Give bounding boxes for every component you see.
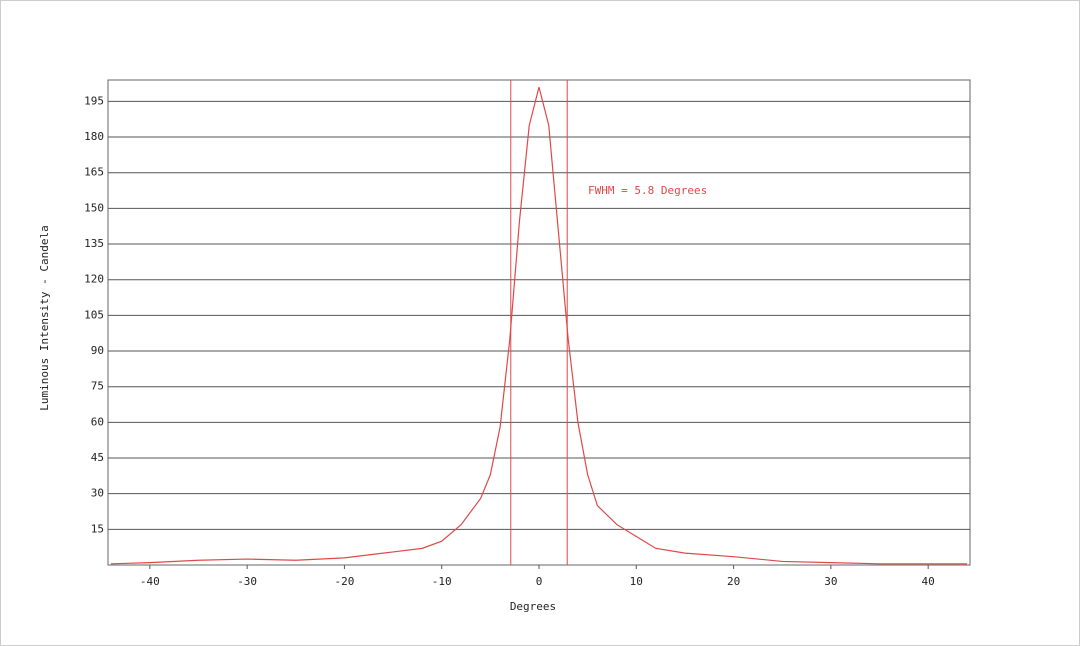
- x-tick-label: 20: [727, 575, 740, 588]
- x-axis-label: Degrees: [510, 600, 556, 613]
- y-tick-label: 105: [84, 308, 104, 321]
- y-tick-label: 75: [91, 380, 104, 393]
- y-tick-label: 195: [84, 94, 104, 107]
- x-tick-label: -30: [237, 575, 257, 588]
- y-tick-label: 120: [84, 273, 104, 286]
- y-tick-label: 90: [91, 344, 104, 357]
- annotation: FWHM = 5.8 Degrees: [588, 184, 707, 197]
- plot-border: [107, 79, 971, 566]
- y-tick-label: 15: [91, 522, 104, 535]
- y-tick-label: 165: [84, 166, 104, 179]
- x-tick-label: -40: [140, 575, 160, 588]
- data-line: [110, 86, 968, 565]
- y-axis-label: Luminous Intensity - Candela: [38, 225, 51, 410]
- y-tick-label: 45: [91, 451, 104, 464]
- x-tick-label: -20: [334, 575, 354, 588]
- x-tick-label: 10: [630, 575, 643, 588]
- y-tick-label: 180: [84, 130, 104, 143]
- y-tick-label: 135: [84, 237, 104, 250]
- y-tick-label: 150: [84, 201, 104, 214]
- y-tick-label: 60: [91, 415, 104, 428]
- x-tick-label: 30: [824, 575, 837, 588]
- x-tick-label: 40: [922, 575, 935, 588]
- y-tick-label: 30: [91, 487, 104, 500]
- x-tick-label: -10: [432, 575, 452, 588]
- x-tick-label: 0: [536, 575, 543, 588]
